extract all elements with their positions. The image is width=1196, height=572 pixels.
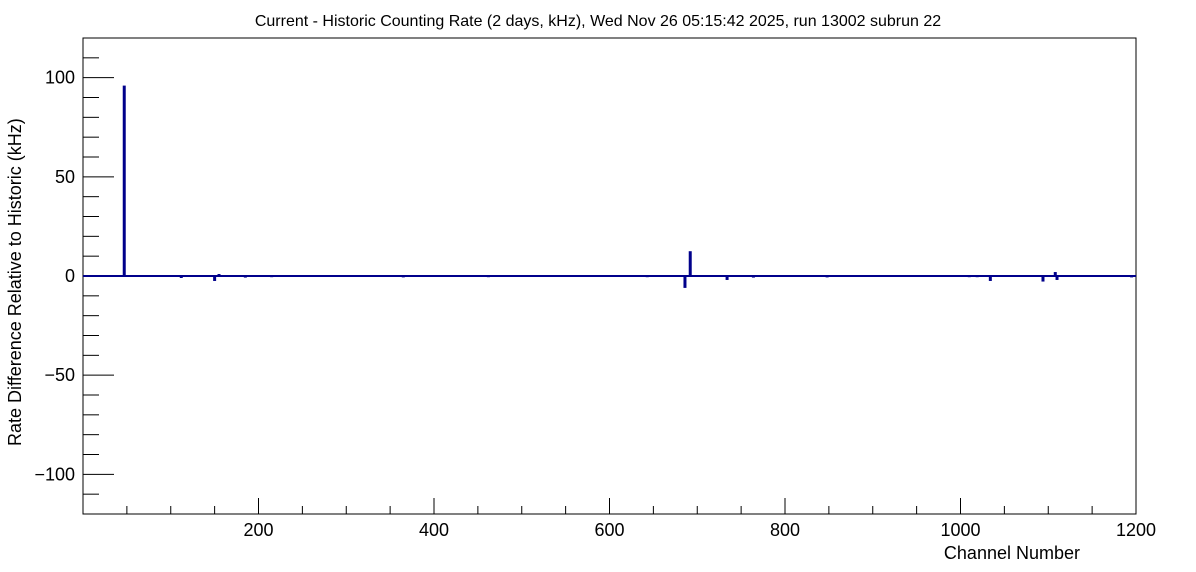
x-tick-label: 200 <box>243 520 273 540</box>
x-tick-label: 1000 <box>940 520 980 540</box>
bar <box>122 85 126 276</box>
y-tick-label: −50 <box>44 365 75 385</box>
x-axis-label: Channel Number <box>944 543 1080 563</box>
y-tick-label: 100 <box>45 68 75 88</box>
bar <box>725 276 729 280</box>
bar <box>1055 276 1059 280</box>
x-tick-label: 800 <box>770 520 800 540</box>
y-tick-label: −100 <box>34 464 75 484</box>
bar <box>213 276 217 281</box>
bar <box>1053 272 1057 276</box>
x-tick-label: 1200 <box>1116 520 1156 540</box>
bar <box>988 276 992 281</box>
y-tick-label: 0 <box>65 266 75 286</box>
bar <box>688 251 692 276</box>
y-axis-label: Rate Difference Relative to Historic (kH… <box>5 118 25 446</box>
x-tick-label: 600 <box>594 520 624 540</box>
bar <box>1041 276 1045 282</box>
x-axis-ticks: 200 400 600 800 1000 1200 <box>126 498 1156 540</box>
chart-title: Current - Historic Counting Rate (2 days… <box>255 13 941 30</box>
data-series <box>122 85 1134 288</box>
x-tick-label: 400 <box>419 520 449 540</box>
bar <box>683 276 687 288</box>
y-tick-label: 50 <box>55 167 75 187</box>
